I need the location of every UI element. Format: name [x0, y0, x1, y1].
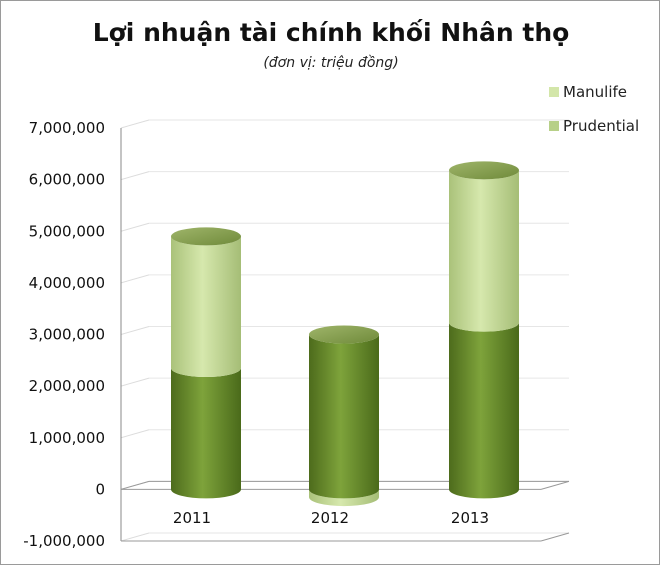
y-axis-ticks: -1,000,000 0 1,000,000 2,000,000 3,000,000 4,… [23, 119, 105, 550]
bars [171, 161, 519, 507]
y-tick-label: 4,000,000 [29, 274, 105, 292]
legend-swatch-prudential [549, 121, 559, 131]
y-tick-label: 2,000,000 [29, 377, 105, 395]
y-tick-label: 7,000,000 [29, 119, 105, 137]
y-tick-label: -1,000,000 [23, 532, 105, 550]
bar-segment-prudential-2011 [171, 368, 241, 499]
x-category-label: 2011 [173, 509, 211, 527]
gridline-side [120, 222, 150, 232]
bar-top-cap-2011 [171, 227, 241, 246]
gridline-side [120, 326, 150, 335]
y-tick-label: 3,000,000 [29, 326, 105, 344]
bar-segment-manulife-2011 [171, 236, 241, 378]
bar-top-cap-2012 [309, 325, 379, 344]
gridline-side [120, 377, 150, 387]
x-category-label: 2013 [451, 509, 489, 527]
gridline-side [120, 274, 150, 284]
bar-top-cap-2013 [449, 161, 519, 180]
chart-subtitle: (đơn vị: triệu đồng) [263, 54, 398, 71]
gridline-side [120, 532, 150, 542]
bottom-right-edge [540, 532, 570, 542]
gridline-side [120, 171, 150, 181]
x-axis-categories: 2011 2012 2013 [173, 509, 489, 527]
legend-swatch-manulife [549, 87, 559, 97]
floor-right-edge [540, 480, 570, 490]
y-tick-label: 1,000,000 [29, 429, 105, 447]
bar-segment-manulife-2012 [309, 489, 379, 507]
legend-label-prudential: Prudential [563, 117, 639, 135]
bar-segment-prudential-2013 [449, 322, 519, 499]
gridline-side [120, 119, 150, 129]
bar-segment-prudential-2012 [309, 334, 379, 499]
y-tick-label: 0 [95, 480, 105, 498]
y-tick-label: 6,000,000 [29, 171, 105, 189]
y-tick-label: 5,000,000 [29, 222, 105, 240]
bar-segment-manulife-2013 [449, 170, 519, 332]
chart-title: Lợi nhuận tài chính khối Nhân thọ [93, 18, 570, 47]
floor-left-edge [120, 480, 150, 490]
x-category-label: 2012 [311, 509, 349, 527]
legend: Manulife Prudential [549, 83, 639, 135]
gridline-side [120, 429, 150, 439]
legend-label-manulife: Manulife [563, 83, 627, 101]
